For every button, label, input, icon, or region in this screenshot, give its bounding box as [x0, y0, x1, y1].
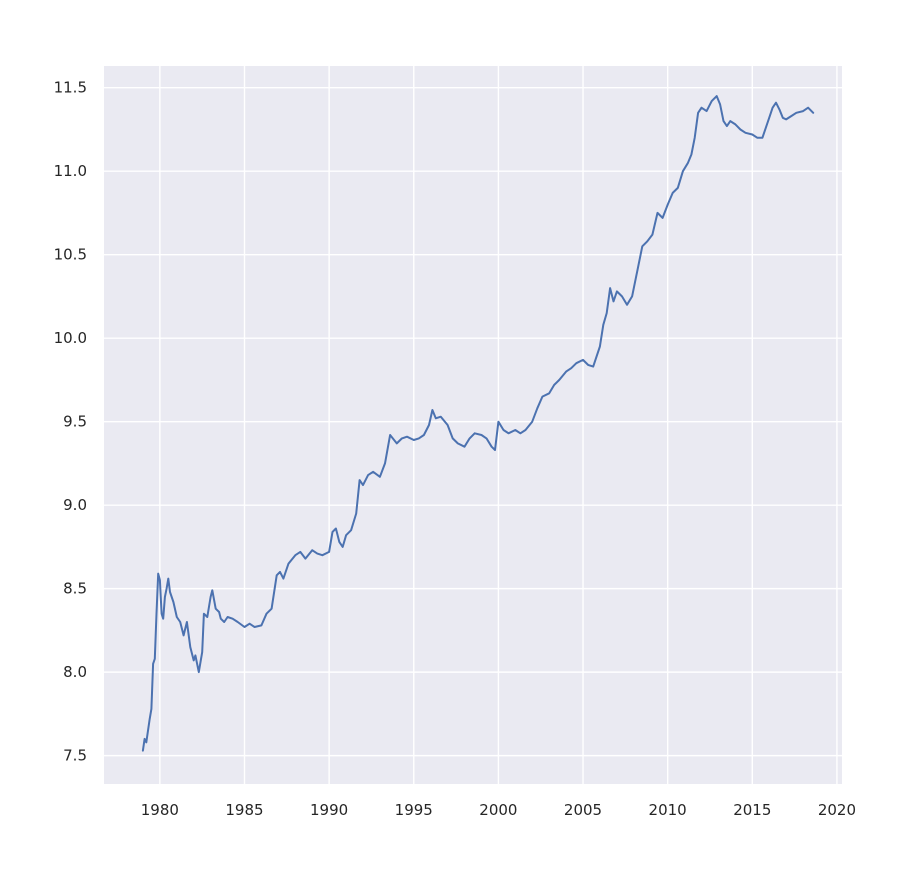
y-tick-label: 10.0	[54, 329, 87, 347]
x-tick-label: 2000	[479, 801, 517, 819]
series-line	[141, 95, 815, 752]
x-tick-label: 1985	[225, 801, 263, 819]
y-tick-label: 9.5	[63, 413, 87, 431]
y-axis-tick-labels: 7.5 8.0 8.5 9.0 9.5 10.0 10.5 11.0 11.5	[54, 79, 87, 765]
x-tick-label: 2010	[649, 801, 687, 819]
y-tick-label: 8.5	[63, 580, 87, 598]
x-tick-label: 1995	[395, 801, 433, 819]
y-tick-label: 11.0	[54, 162, 87, 180]
x-tick-label: 2015	[733, 801, 771, 819]
y-tick-label: 7.5	[63, 747, 87, 765]
x-axis-tick-labels: 1980 1985 1990 1995 2000 2005 2010 2015 2020	[141, 801, 856, 819]
x-tick-label: 1980	[141, 801, 179, 819]
y-tick-label: 10.5	[54, 246, 87, 264]
y-tick-label: 8.0	[63, 663, 87, 681]
x-tick-label: 2005	[564, 801, 602, 819]
series-layer	[141, 95, 815, 752]
x-tick-label: 1990	[310, 801, 348, 819]
y-tick-label: 9.0	[63, 496, 87, 514]
y-tick-label: 11.5	[54, 79, 87, 97]
y-gridlines	[104, 87, 842, 757]
x-tick-label: 2020	[818, 801, 856, 819]
plot-area	[104, 66, 842, 784]
